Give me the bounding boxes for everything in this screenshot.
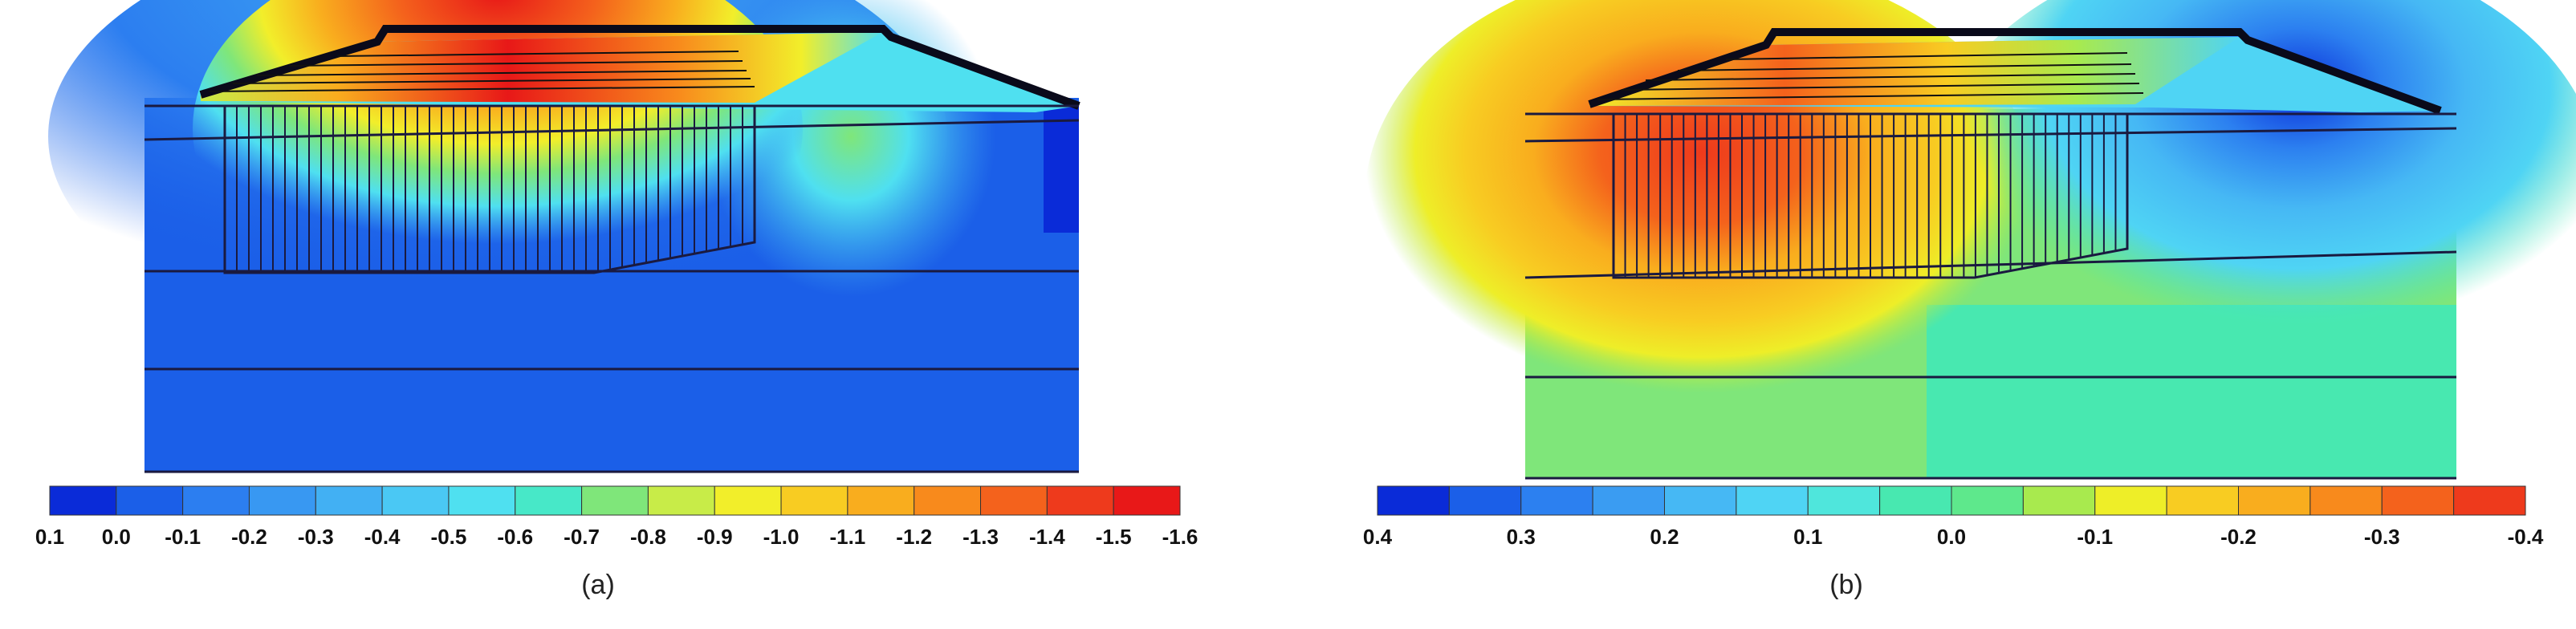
colorbar-swatch	[1951, 485, 2024, 516]
colorbar-swatch	[780, 485, 848, 516]
colorbar-swatch	[182, 485, 250, 516]
colorbar-swatch	[116, 485, 184, 516]
colorbar-swatch	[1736, 485, 1809, 516]
colorbar-tick-label: -0.1	[2077, 525, 2113, 549]
contour-edge-right	[1044, 104, 1079, 233]
colorbar-tick-label: 0.1	[1793, 525, 1822, 549]
colorbar-swatch	[2166, 485, 2239, 516]
colorbar-tick-label: -0.6	[497, 525, 533, 549]
pile-region	[223, 104, 756, 274]
colorbar-tick-label: -0.4	[364, 525, 401, 549]
pile-region	[1612, 112, 2129, 279]
colorbar-swatch	[647, 485, 715, 516]
embankment-outline	[199, 25, 1080, 110]
embankment-layers	[208, 51, 755, 92]
colorbar-tick-label: -1.5	[1096, 525, 1132, 549]
colorbar-tick-label: 0.2	[1650, 525, 1679, 549]
colorbar-swatch	[581, 485, 649, 516]
colorbar-tick-label: -1.2	[896, 525, 932, 549]
colorbar-swatch	[1448, 485, 1522, 516]
colorbar-swatch	[381, 485, 450, 516]
colorbar-swatch	[1807, 485, 1881, 516]
embankment-body	[201, 32, 883, 103]
colorbar-swatch	[1046, 485, 1114, 516]
colorbar-swatch	[2022, 485, 2096, 516]
colorbar-tick-label: 0.0	[1937, 525, 1966, 549]
panel-a: 0.1 0.0 -0.1 -0.2 -0.3 -0.4 -0.5 -0.6 -0.7 -0.8 -0…	[0, 0, 1252, 629]
colorbar-swatch	[248, 485, 316, 516]
colorbar-tick-label: -0.2	[231, 525, 267, 549]
colorbar-a: 0.1 0.0 -0.1 -0.2 -0.3 -0.4 -0.5 -0.6 -0.7 -0.8 -0…	[35, 485, 1198, 549]
colorbar-swatch	[2453, 485, 2526, 516]
colorbar-tick-label: -0.4	[2508, 525, 2544, 549]
colorbar-tick-label: -1.1	[829, 525, 865, 549]
caption-b: (b)	[1829, 570, 1863, 600]
colorbar-swatch	[847, 485, 915, 516]
colorbar-tick-label: -0.3	[298, 525, 334, 549]
colorbar-swatch	[49, 485, 117, 516]
colorbar-tick-label: -0.2	[2220, 525, 2257, 549]
colorbar-swatch	[2309, 485, 2383, 516]
colorbar-swatch	[2381, 485, 2455, 516]
colorbar-swatch	[315, 485, 383, 516]
contour-plot-b: 0.4 0.3 0.2 0.1 0.0 -0.1 -0.2 -0.3 -0.4	[1363, 0, 2576, 549]
colorbar-tick-label: -1.6	[1162, 525, 1198, 549]
caption-a: (a)	[581, 570, 615, 600]
colorbar-swatch	[1377, 485, 1450, 516]
colorbar-b: 0.4 0.3 0.2 0.1 0.0 -0.1 -0.2 -0.3 -0.4	[1363, 485, 2544, 549]
colorbar-swatch	[2238, 485, 2311, 516]
contour-plot-a: 0.1 0.0 -0.1 -0.2 -0.3 -0.4 -0.5 -0.6 -0.7 -0.8 -0…	[35, 0, 1198, 549]
colorbar-swatch	[714, 485, 782, 516]
colorbar-tick-label: -0.9	[697, 525, 733, 549]
colorbar-swatch	[1520, 485, 1593, 516]
colorbar-tick-label: -0.3	[2364, 525, 2400, 549]
colorbar-swatch	[448, 485, 516, 516]
panel-b: 0.4 0.3 0.2 0.1 0.0 -0.1 -0.2 -0.3 -0.4 (b)	[1316, 0, 2576, 629]
colorbar-tick-label: -0.1	[165, 525, 201, 549]
contour-positive-lobe	[1365, 0, 2039, 441]
colorbar-tick-label: 0.3	[1507, 525, 1536, 549]
colorbar-tick-label: -1.4	[1029, 525, 1065, 549]
colorbar-tick-label: 0.0	[102, 525, 131, 549]
colorbar-tick-label: -1.3	[962, 525, 999, 549]
colorbar-swatch	[2094, 485, 2167, 516]
colorbar-swatch	[980, 485, 1048, 516]
colorbar-swatch	[1113, 485, 1181, 516]
embankment-outline	[1588, 28, 2442, 115]
colorbar-tick-label: -0.7	[564, 525, 600, 549]
colorbar-swatch	[1664, 485, 1737, 516]
colorbar-tick-label: -0.5	[431, 525, 467, 549]
colorbar-tick-label: -1.0	[763, 525, 800, 549]
colorbar-swatch	[914, 485, 982, 516]
colorbar-tick-label: 0.1	[35, 525, 64, 549]
colorbar-swatch	[515, 485, 583, 516]
colorbar-tick-label: -0.8	[630, 525, 666, 549]
colorbar-swatch	[1879, 485, 1952, 516]
colorbar-tick-label: 0.4	[1363, 525, 1393, 549]
embankment-layers	[1597, 52, 2144, 100]
colorbar-swatch	[1592, 485, 1665, 516]
